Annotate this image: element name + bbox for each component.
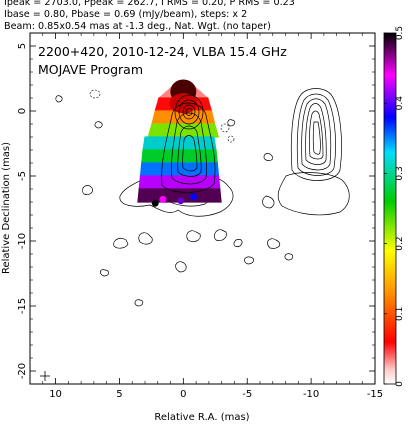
colorbar-tick-label: 0 xyxy=(395,381,405,387)
jet-core-halo xyxy=(169,93,198,114)
header-line-3: Beam: 0.85x0.54 mas at -1.3 deg., Nat. W… xyxy=(4,21,271,32)
y-tick-label: 5 xyxy=(17,43,28,49)
colorbar-ticks: 0 0.1 0.2 0.3 0.4 0.5 xyxy=(384,26,405,387)
y-axis-label: Relative Declination (mas) xyxy=(1,142,12,274)
panel-subtitle: MOJAVE Program xyxy=(38,62,143,77)
y-tick-label: -10 xyxy=(17,233,28,249)
colorbar-tick-label: 0.3 xyxy=(395,166,405,180)
colorbar-tick-label: 0.5 xyxy=(395,26,405,40)
negative-contours xyxy=(89,89,235,143)
y-tick-label: -15 xyxy=(17,298,28,314)
x-tick-label: 0 xyxy=(180,389,186,400)
x-tick-label: -15 xyxy=(367,389,383,400)
jet-slice xyxy=(151,110,216,125)
x-axis-label: Relative R.A. (mas) xyxy=(154,412,249,423)
panel-title: 2200+420, 2010-12-24, VLBA 15.4 GHz xyxy=(38,44,287,59)
jet-knot xyxy=(159,195,167,203)
jet-slice xyxy=(139,162,220,177)
plot-frame xyxy=(29,32,376,385)
y-tick-label: -20 xyxy=(17,363,28,379)
jet-knot xyxy=(190,193,198,201)
header-line-1: Ipeak = 2703.0, Ppeak = 262.7, I RMS = 0… xyxy=(4,0,295,8)
polarized-intensity-contours xyxy=(262,88,350,261)
jet-knot xyxy=(177,197,185,205)
y-tick-label: -5 xyxy=(17,171,28,181)
jet-slice xyxy=(147,123,220,138)
jet-knot xyxy=(151,199,159,207)
colorbar xyxy=(383,32,397,385)
x-tick-label: 10 xyxy=(49,389,62,400)
jet-slice xyxy=(141,149,218,164)
axes: 10 5 0 -5 -10 -15 5 0 -5 -10 -15 -20 xyxy=(17,32,383,400)
beam-marker xyxy=(40,371,50,381)
jet-contours xyxy=(161,94,216,193)
x-tick-label: -5 xyxy=(242,389,252,400)
colorbar-tick-label: 0.2 xyxy=(395,236,405,250)
jet-slice xyxy=(137,188,222,203)
x-tick-label: 5 xyxy=(116,389,122,400)
colorbar-tick-label: 0.1 xyxy=(395,307,405,321)
colorbar-tick-label: 0.4 xyxy=(395,96,405,111)
header-line-2: Ibase = 0.80, Pbase = 0.69 (mJy/beam), s… xyxy=(4,9,248,20)
y-tick-label: 0 xyxy=(17,108,28,114)
x-tick-label: -10 xyxy=(303,389,319,400)
